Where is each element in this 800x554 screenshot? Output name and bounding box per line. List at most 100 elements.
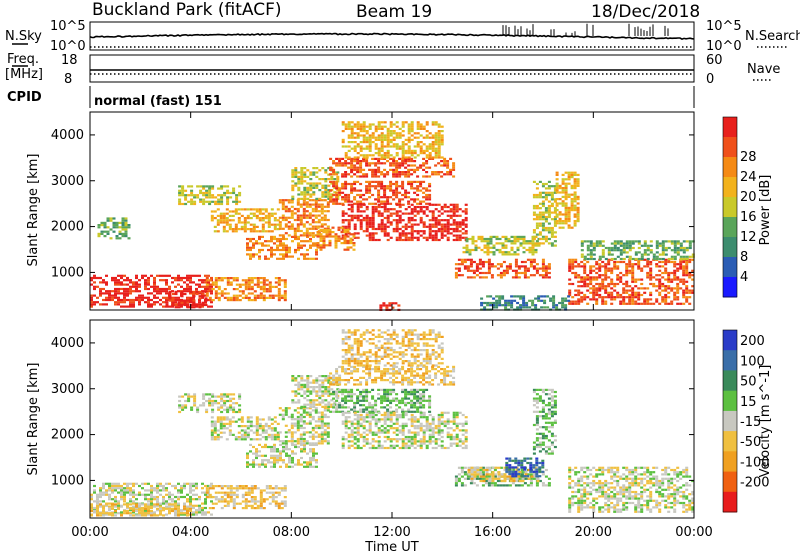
heatmap-cell <box>407 156 411 159</box>
heatmap-cell <box>293 234 297 237</box>
heatmap-cell <box>607 263 611 266</box>
heatmap-cell <box>120 493 123 496</box>
heatmap-cell <box>528 306 532 309</box>
heatmap-cell <box>189 500 192 503</box>
heatmap-cell <box>174 487 177 490</box>
heatmap-cell <box>231 230 235 233</box>
heatmap-cell <box>461 223 465 226</box>
heatmap-cell <box>404 175 408 178</box>
heatmap-cell <box>434 132 438 135</box>
heatmap-cell <box>220 395 224 398</box>
heatmap-cell <box>216 219 220 222</box>
heatmap-cell <box>324 178 328 181</box>
heatmap-cell <box>141 507 144 510</box>
heatmap-cell <box>126 305 129 308</box>
heatmap-cell <box>501 253 505 256</box>
heatmap-cell <box>192 296 195 299</box>
heatmap-cell <box>513 242 517 245</box>
heatmap-cell <box>516 295 520 298</box>
heatmap-cell <box>356 162 360 165</box>
heatmap-cell <box>311 207 315 211</box>
heatmap-cell <box>328 228 332 231</box>
noise-left-tick-top: 10^5 <box>50 19 86 34</box>
heatmap-cell <box>561 173 565 176</box>
heatmap-cell <box>386 234 390 237</box>
heatmap-cell <box>398 205 402 209</box>
heatmap-cell <box>374 208 378 211</box>
heatmap-cell <box>261 445 264 449</box>
heatmap-cell <box>187 185 191 188</box>
heatmap-cell <box>346 231 350 234</box>
heatmap-cell <box>347 200 351 203</box>
heatmap-cell <box>541 226 545 230</box>
heatmap-cell <box>464 236 468 239</box>
heatmap-cell <box>461 221 465 224</box>
heatmap-cell <box>312 454 315 457</box>
noise-panel-frame <box>89 21 695 51</box>
heatmap-cell <box>232 487 236 490</box>
heatmap-cell <box>199 198 203 201</box>
heatmap-cell <box>108 292 111 295</box>
heatmap-cell <box>168 274 171 277</box>
heatmap-cell <box>305 234 309 237</box>
heatmap-cell <box>253 500 257 503</box>
heatmap-cell <box>244 507 248 510</box>
heatmap-cell <box>374 143 378 146</box>
heatmap-cell <box>329 157 333 160</box>
heatmap-cell <box>604 278 608 281</box>
heatmap-cell <box>389 162 393 165</box>
heatmap-cell <box>153 281 156 284</box>
heatmap-cell <box>685 265 689 268</box>
heatmap-cell <box>571 282 575 286</box>
heatmap-cell <box>162 514 165 517</box>
heatmap-cell <box>220 491 224 494</box>
heatmap-cell <box>365 214 369 217</box>
heatmap-cell <box>193 404 197 407</box>
heatmap-cell <box>273 212 277 215</box>
heatmap-cell <box>211 299 215 302</box>
heatmap-cell <box>316 242 320 245</box>
heatmap-cell <box>210 482 213 485</box>
heatmap-cell <box>386 202 390 205</box>
heatmap-cell <box>449 216 453 220</box>
heatmap-cell <box>377 193 381 197</box>
heatmap-cell <box>440 130 444 133</box>
heatmap-cell <box>314 205 318 208</box>
heatmap-cell <box>103 230 107 233</box>
heatmap-cell <box>383 223 387 226</box>
heatmap-cell <box>419 145 423 148</box>
heatmap-cell <box>398 147 402 150</box>
heatmap-cell <box>327 193 331 196</box>
heatmap-cell <box>330 175 334 178</box>
heatmap-cell <box>225 221 229 224</box>
heatmap-cell <box>649 298 653 301</box>
heatmap-cell <box>126 509 129 513</box>
heatmap-cell <box>219 214 223 217</box>
heatmap-cell <box>395 164 399 167</box>
heatmap-cell <box>108 502 111 505</box>
heatmap-cell <box>634 257 638 261</box>
heatmap-cell <box>625 255 629 258</box>
heatmap-cell <box>201 491 204 494</box>
heatmap-cell <box>398 136 402 139</box>
heatmap-cell <box>177 283 180 286</box>
heatmap-cell <box>344 125 348 128</box>
heatmap-cell <box>210 431 214 434</box>
heatmap-cell <box>202 397 206 400</box>
heatmap-cell <box>198 290 202 293</box>
heatmap-cell <box>643 251 647 254</box>
heatmap-cell <box>256 507 260 510</box>
heatmap-cell <box>434 171 438 174</box>
heatmap-cell <box>326 201 330 204</box>
heatmap-cell <box>537 297 541 300</box>
heatmap-cell <box>276 219 280 222</box>
heatmap-cell <box>490 263 494 266</box>
heatmap-cell <box>431 219 435 222</box>
heatmap-cell <box>407 216 411 220</box>
heatmap-cell <box>601 265 605 268</box>
heatmap-cell <box>541 263 545 266</box>
heatmap-cell <box>550 196 554 199</box>
heatmap-cell <box>126 489 129 492</box>
heatmap-cell <box>183 287 186 291</box>
heatmap-cell <box>377 160 381 163</box>
